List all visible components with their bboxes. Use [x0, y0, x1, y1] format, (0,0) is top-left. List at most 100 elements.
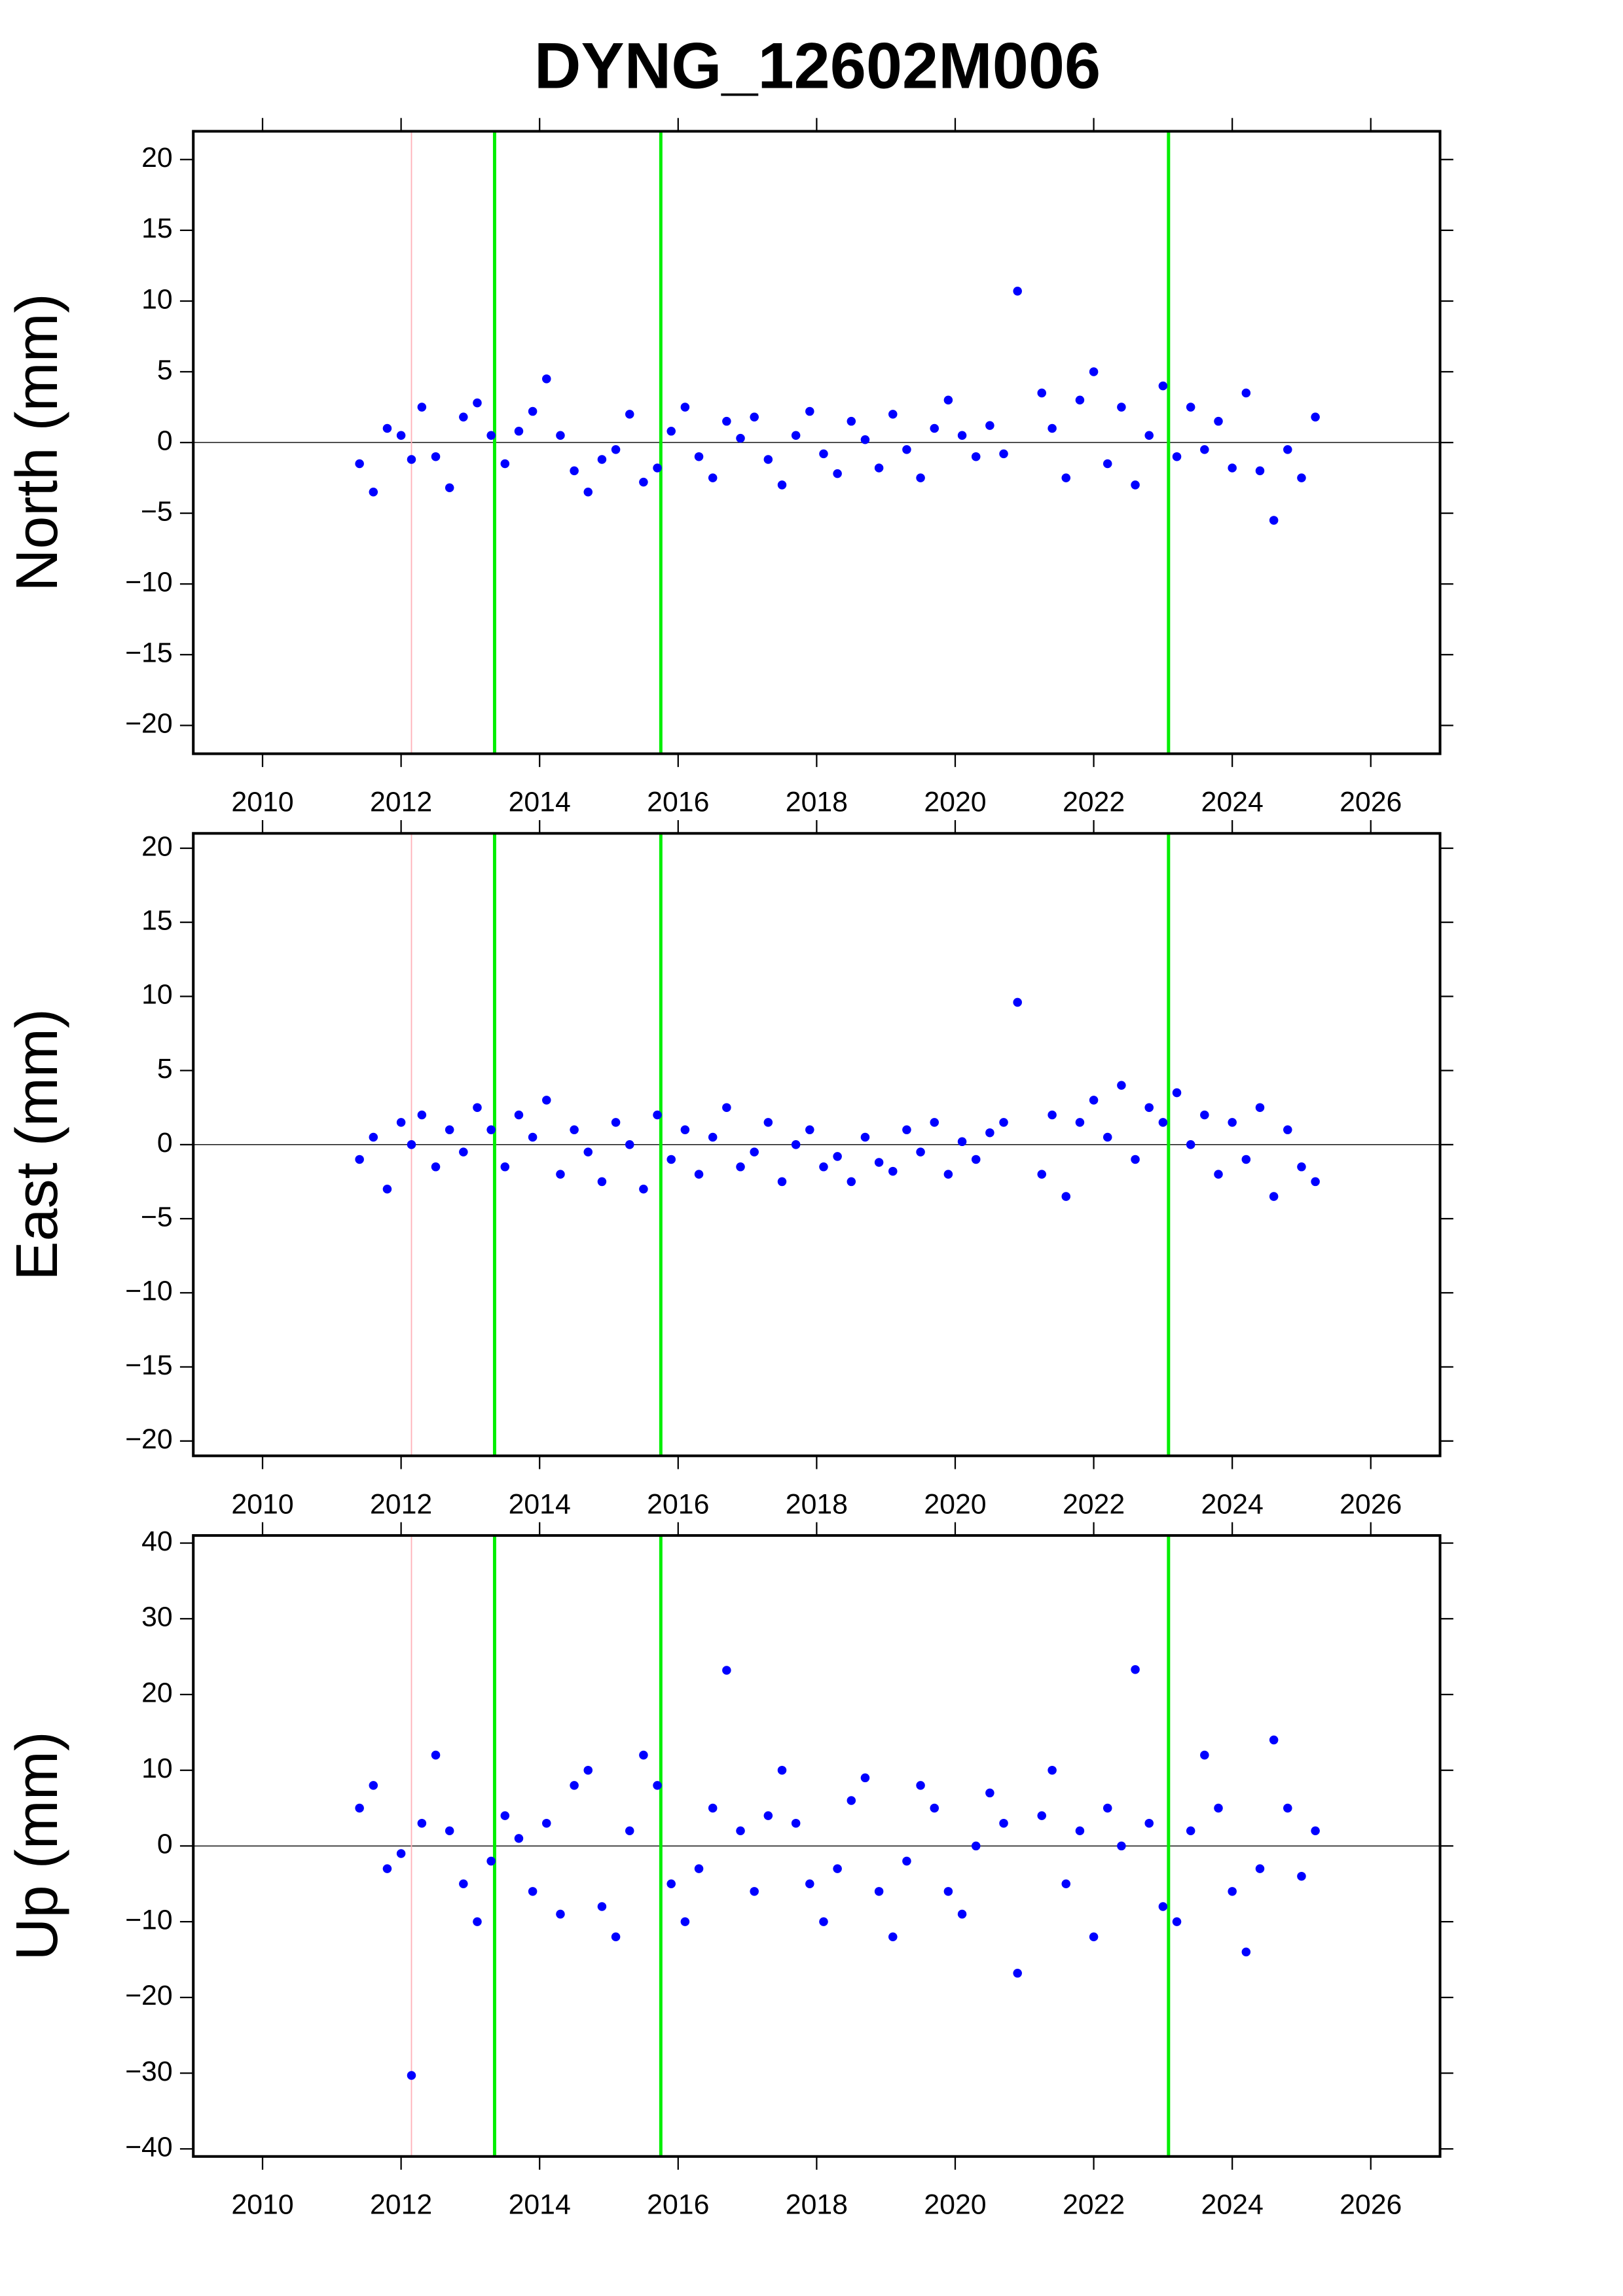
x-tick-label: 2010 — [231, 1488, 293, 1520]
data-point — [653, 1110, 662, 1120]
data-point — [1075, 395, 1085, 405]
data-point — [542, 374, 551, 384]
data-point — [736, 1826, 745, 1836]
data-point — [459, 1879, 468, 1889]
data-point — [1089, 1932, 1099, 1942]
y-tick-label: 10 — [141, 1753, 173, 1784]
data-point — [957, 431, 967, 440]
data-point — [708, 1803, 718, 1813]
data-point — [355, 1155, 364, 1164]
data-point — [1061, 473, 1071, 482]
data-point — [680, 1125, 690, 1134]
data-point — [459, 412, 468, 422]
data-point — [473, 1917, 482, 1926]
data-point — [1117, 1081, 1126, 1090]
x-tick-label: 2016 — [647, 787, 709, 818]
data-point — [417, 1110, 427, 1120]
data-point — [1214, 1170, 1223, 1179]
data-point — [625, 1826, 634, 1836]
data-point — [1075, 1826, 1085, 1836]
data-point — [1103, 1132, 1112, 1142]
data-point — [597, 1177, 607, 1187]
data-point — [1117, 1841, 1126, 1851]
data-point — [1172, 1088, 1182, 1098]
data-point — [1283, 445, 1292, 454]
x-tick-label: 2026 — [1340, 787, 1402, 818]
data-point — [583, 1765, 593, 1775]
data-point — [570, 466, 579, 476]
data-point — [1228, 463, 1237, 473]
data-point — [396, 1849, 406, 1858]
y-tick-label: 5 — [157, 1053, 173, 1085]
data-point — [1158, 1118, 1168, 1127]
figure-title: DYNG_12602M006 — [534, 29, 1101, 102]
data-point — [957, 1909, 967, 1919]
data-point — [694, 1864, 704, 1873]
data-point — [1089, 367, 1099, 376]
data-point — [500, 459, 510, 469]
y-tick-label: −10 — [125, 1276, 173, 1307]
data-point — [417, 403, 427, 412]
data-point — [1144, 1818, 1154, 1828]
data-point — [736, 1162, 745, 1172]
data-point — [805, 406, 814, 416]
data-point — [1228, 1118, 1237, 1127]
data-point — [1241, 1155, 1251, 1164]
data-point — [1144, 1103, 1154, 1112]
data-point — [653, 1781, 662, 1790]
data-point — [763, 1811, 773, 1820]
data-point — [694, 452, 704, 461]
data-point — [382, 423, 392, 433]
y-tick-label: −10 — [125, 567, 173, 598]
data-point — [791, 1140, 801, 1149]
data-point — [407, 1140, 416, 1149]
x-tick-label: 2018 — [786, 1488, 848, 1520]
data-point — [597, 1902, 607, 1911]
data-point — [570, 1781, 579, 1790]
data-point — [1311, 1177, 1320, 1187]
data-point — [1200, 445, 1209, 454]
data-point — [1186, 1826, 1195, 1836]
y-tick-label: 0 — [157, 1127, 173, 1158]
data-point — [1048, 1110, 1057, 1120]
data-point — [860, 435, 870, 444]
data-point — [1283, 1803, 1292, 1813]
data-point — [930, 1118, 939, 1127]
data-point — [611, 1932, 621, 1942]
y-tick-label: −20 — [125, 708, 173, 740]
y-tick-label: 10 — [141, 979, 173, 1011]
data-point — [1200, 1110, 1209, 1120]
x-tick-label: 2012 — [370, 787, 432, 818]
data-point — [528, 1132, 538, 1142]
plot-frame — [192, 832, 1442, 1458]
y-tick-label: 0 — [157, 1829, 173, 1860]
data-point — [1214, 416, 1223, 426]
y-tick-label: 0 — [157, 425, 173, 456]
data-point — [382, 1184, 392, 1194]
data-point — [1172, 1917, 1182, 1926]
data-point — [1103, 459, 1112, 469]
data-point — [1297, 473, 1306, 482]
data-point — [1037, 388, 1046, 398]
data-point — [902, 1125, 911, 1134]
data-point — [680, 1917, 690, 1926]
data-point — [666, 1155, 676, 1164]
data-point — [860, 1132, 870, 1142]
x-tick-label: 2014 — [509, 1488, 571, 1520]
x-tick-label: 2014 — [509, 787, 571, 818]
data-point — [1228, 1887, 1237, 1896]
data-point — [1311, 1826, 1320, 1836]
data-point — [1241, 388, 1251, 398]
data-point — [1144, 431, 1154, 440]
data-point — [888, 1166, 898, 1176]
data-point — [1158, 1902, 1168, 1911]
data-point — [916, 1147, 925, 1157]
x-tick-label: 2018 — [786, 787, 848, 818]
data-point — [355, 1803, 364, 1813]
data-point — [860, 1773, 870, 1783]
data-point — [611, 445, 621, 454]
data-point — [639, 1184, 648, 1194]
data-point — [611, 1118, 621, 1127]
data-point — [1311, 412, 1320, 422]
x-tick-label: 2022 — [1063, 2189, 1125, 2221]
